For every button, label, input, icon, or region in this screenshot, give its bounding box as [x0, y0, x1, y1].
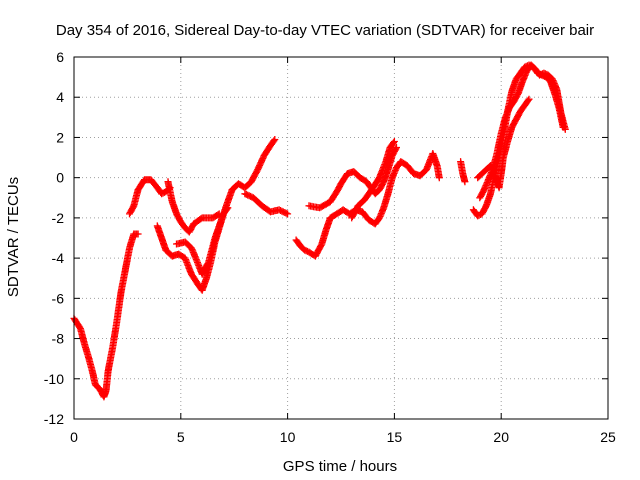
y-tick-label: 2	[56, 129, 64, 145]
data-point	[284, 210, 292, 218]
data-point	[271, 136, 279, 143]
data-point	[282, 209, 290, 217]
y-tick-label: -6	[52, 290, 65, 306]
y-axis-title: SDTVAR / TECUs	[5, 177, 22, 297]
data-point	[461, 178, 469, 186]
x-tick-label: 5	[177, 429, 185, 445]
y-tick-label: -2	[52, 210, 65, 226]
data-point	[524, 96, 532, 104]
y-tick-label: 4	[56, 89, 64, 105]
x-tick-label: 10	[280, 429, 296, 445]
data-point	[561, 125, 569, 133]
data-point	[393, 144, 400, 151]
y-tick-label: -10	[44, 371, 64, 387]
data-point	[390, 139, 397, 147]
y-tick-label: 6	[56, 49, 64, 65]
data-point	[134, 230, 142, 238]
y-tick-label: 0	[56, 170, 64, 186]
y-tick-label: -12	[44, 411, 64, 427]
data-point	[390, 138, 398, 145]
x-axis-title: GPS time / hours	[283, 458, 397, 475]
data-point	[270, 137, 278, 145]
grid	[74, 57, 608, 419]
data-point	[435, 174, 443, 182]
y-tick-label: -4	[52, 250, 65, 266]
plot-border	[73, 56, 609, 420]
y-tick-label: -8	[52, 331, 65, 347]
x-tick-label: 25	[600, 429, 616, 445]
tick-labels: 0 5 10 15 20 25 -12 -10 -8 -6 -4 -2 0 2 4 6	[44, 49, 616, 445]
data-point	[392, 145, 400, 153]
x-tick-label: 15	[387, 429, 403, 445]
x-tick-label: 0	[70, 429, 78, 445]
data-point	[525, 95, 533, 103]
chart-title: Day 354 of 2016, Sidereal Day-to-day VTE…	[56, 22, 594, 39]
plot-frame	[73, 56, 609, 420]
x-tick-label: 20	[493, 429, 509, 445]
data-series	[70, 61, 569, 401]
